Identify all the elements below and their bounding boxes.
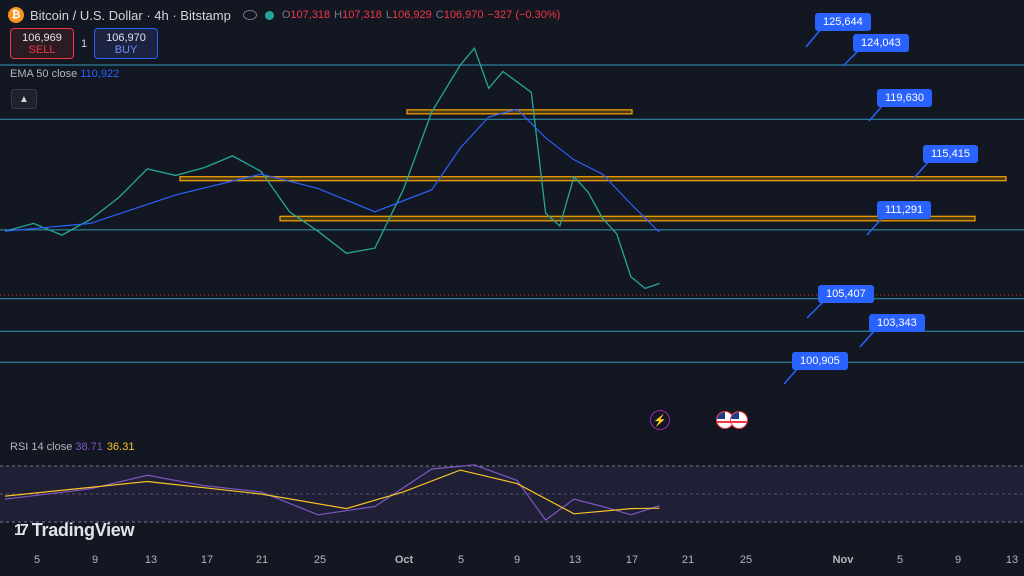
- buy-label: BUY: [114, 43, 138, 56]
- price-label-pointer: [806, 300, 825, 319]
- tradingview-name: TradingView: [31, 520, 135, 540]
- price-label[interactable]: 105,407: [818, 285, 874, 303]
- ema-50-line: [4, 108, 660, 233]
- trade-panel: 106,969 SELL 1 106,970 BUY: [10, 28, 158, 59]
- ohlc-high: H107,318: [334, 9, 382, 21]
- time-axis-tick: 13: [1005, 554, 1019, 566]
- price-label-pointer: [805, 28, 822, 48]
- time-axis-tick: 9: [91, 554, 99, 566]
- price-label-pointer: [866, 216, 884, 236]
- ohlc-open: O107,318: [281, 9, 331, 21]
- sell-price: 106,969: [22, 31, 62, 44]
- price-label-pointer: [859, 329, 876, 348]
- price-label-pointers: [783, 28, 930, 385]
- time-axis-tick: 5: [33, 554, 41, 566]
- time-axis-tick: 13: [568, 554, 582, 566]
- order-quantity[interactable]: 1: [80, 37, 88, 50]
- horizontal-levels: [0, 64, 1024, 363]
- time-axis-tick: Nov: [832, 554, 854, 566]
- price-label-pointer: [842, 49, 860, 67]
- price-change: −327 (−0.30%): [487, 9, 561, 21]
- time-axis-tick: 17: [200, 554, 214, 566]
- ohlc-low: L106,929: [385, 9, 432, 21]
- time-axis-tick: 21: [681, 554, 695, 566]
- rsi-legend[interactable]: RSI 14 close 38.71 36.31: [10, 441, 134, 453]
- time-axis-tick: 9: [954, 554, 962, 566]
- rsi-ma-value: 36.31: [106, 441, 135, 453]
- price-label[interactable]: 119,630: [877, 89, 932, 107]
- time-axis-tick: 21: [255, 554, 269, 566]
- symbol-title[interactable]: Bitcoin / U.S. Dollar · 4h · Bitstamp: [30, 7, 231, 23]
- symbol-header: ₿ Bitcoin / U.S. Dollar · 4h · Bitstamp …: [8, 6, 560, 24]
- ema-label: EMA 50 close: [10, 68, 78, 80]
- eye-icon[interactable]: [242, 10, 257, 20]
- ohlc-close: C106,970: [435, 9, 484, 21]
- tradingview-logo[interactable]: 17 TradingView: [14, 520, 135, 541]
- time-axis-tick: 25: [313, 554, 327, 566]
- price-label-pointer: [868, 104, 884, 122]
- ema-legend[interactable]: EMA 50 close 110,922: [10, 68, 119, 80]
- price-label[interactable]: 103,343: [869, 314, 925, 332]
- sell-label: SELL: [28, 43, 56, 56]
- price-label[interactable]: 100,905: [792, 352, 848, 370]
- us-flag-icon[interactable]: [730, 411, 748, 429]
- time-axis-tick: 17: [625, 554, 639, 566]
- time-axis[interactable]: 5 9 13 17 21 25 Oct 5 9 13 17 21 25 Nov 5 9 13: [0, 554, 1024, 572]
- resistance-zone: [179, 176, 1007, 182]
- price-label[interactable]: 111,291: [877, 201, 932, 219]
- price-series: [4, 46, 660, 290]
- tradingview-mark: 17: [14, 521, 29, 539]
- price-label-pointer: [913, 160, 930, 179]
- sell-button[interactable]: 106,969 SELL: [10, 28, 74, 59]
- time-axis-tick: 25: [739, 554, 753, 566]
- time-axis-tick: 13: [144, 554, 158, 566]
- rsi-line: [4, 464, 660, 521]
- price-label-pointer: [783, 367, 799, 385]
- rsi-ma-line: [4, 469, 660, 515]
- rsi-value: 38.71: [75, 441, 103, 453]
- buy-button[interactable]: 106,970 BUY: [94, 28, 158, 59]
- market-open-icon: [264, 10, 274, 20]
- time-axis-tick: Oct: [394, 554, 414, 566]
- bitcoin-icon: ₿: [8, 7, 24, 23]
- ema-value: 110,922: [80, 68, 120, 80]
- resistance-zone: [279, 215, 976, 222]
- buy-price: 106,970: [106, 31, 146, 44]
- price-label[interactable]: 125,644: [815, 13, 871, 31]
- price-label[interactable]: 115,415: [923, 145, 978, 163]
- time-axis-tick: 9: [513, 554, 521, 566]
- time-axis-tick: 5: [896, 554, 904, 566]
- lightning-icon[interactable]: ⚡: [650, 410, 670, 430]
- rsi-label: RSI 14 close: [10, 441, 73, 453]
- price-label[interactable]: 124,043: [853, 34, 909, 52]
- time-axis-tick: 5: [457, 554, 465, 566]
- chevron-up-icon[interactable]: ▲: [11, 89, 37, 109]
